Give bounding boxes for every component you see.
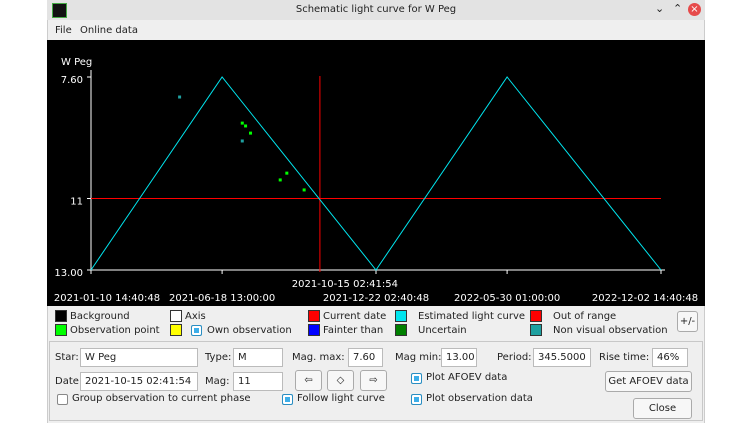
get-afoev-button[interactable]: Get AFOEV data: [605, 371, 692, 392]
legend-swatch: [530, 310, 542, 322]
app-icon: [52, 3, 67, 18]
text-input[interactable]: 11: [233, 372, 283, 391]
legend-swatch: [170, 324, 182, 336]
x-tick-label: 2021-01-10 14:40:48: [54, 293, 160, 304]
x-tick-label: 2022-12-02 14:40:48: [592, 293, 698, 304]
observation-point: [178, 95, 182, 99]
field-label: Type:: [205, 352, 232, 363]
observation-point: [240, 121, 244, 125]
legend-swatch: [170, 310, 182, 322]
next-button[interactable]: ⇨: [360, 370, 387, 391]
legend-label: Own observation: [207, 325, 292, 336]
observation-point: [244, 124, 248, 128]
field-label: Rise time:: [599, 352, 650, 363]
x-tick-label: 2021-06-18 13:00:00: [169, 293, 275, 304]
x-tick-label: 2022-05-30 01:00:00: [454, 293, 560, 304]
text-input[interactable]: 46%: [652, 348, 688, 367]
field-label: Date:: [55, 376, 83, 387]
form-panel: [49, 341, 703, 421]
text-input[interactable]: 345.5000: [533, 348, 591, 367]
chart: W Peg 7.60 11 13.00 2021-01-10 14:40:48 2021-…: [47, 40, 705, 306]
legend-swatch: [530, 324, 542, 336]
legend-label: Out of range: [553, 311, 617, 322]
close-button[interactable]: Close: [633, 398, 692, 419]
legend-swatch: [395, 310, 407, 322]
field-label: Period:: [497, 352, 532, 363]
legend-label: Observation point: [70, 325, 160, 336]
legend-swatch: [308, 324, 320, 336]
checkbox-label[interactable]: Group observation to current phase: [72, 393, 251, 404]
maximize[interactable]: ⌃: [673, 2, 683, 15]
y-tick-label: 11: [70, 197, 83, 208]
legend-swatch: [55, 324, 67, 336]
observation-point: [285, 171, 289, 175]
observation-point: [302, 188, 306, 192]
legend-label: Non visual observation: [553, 325, 668, 336]
observation-point: [240, 139, 244, 143]
observation-point: [249, 131, 253, 135]
field-label: Mag min:: [395, 352, 442, 363]
title-bar: [47, 0, 705, 20]
current-date-label: 2021-10-15 02:41:54: [292, 279, 398, 290]
checkbox[interactable]: [57, 394, 68, 405]
text-input[interactable]: M: [233, 348, 283, 367]
prev-button[interactable]: ⇦: [295, 370, 322, 391]
y-tick-label: 7.60: [61, 75, 83, 86]
checkbox-label[interactable]: Follow light curve: [297, 393, 385, 404]
minimize[interactable]: ⌄: [655, 2, 665, 15]
menu-item[interactable]: File: [55, 25, 72, 36]
legend-label: Fainter than: [323, 325, 384, 336]
legend-label: Background: [70, 311, 130, 322]
observation-point: [278, 178, 282, 182]
text-input[interactable]: W Peg: [80, 348, 198, 367]
checkbox[interactable]: [411, 394, 422, 405]
light-curve: [90, 76, 662, 271]
y-axis-label: W Peg: [61, 57, 92, 68]
center-button[interactable]: ◇: [327, 370, 354, 391]
legend: Background Axis Current date Estimated ligh…: [47, 306, 705, 340]
toggle-button[interactable]: +/-: [677, 311, 698, 332]
checkbox-label[interactable]: Plot AFOEV data: [426, 372, 508, 383]
field-label: Mag:: [205, 376, 230, 387]
text-input[interactable]: 7.60: [348, 348, 383, 367]
legend-swatch: [308, 310, 320, 322]
x-tick-label: 2021-12-22 02:40:48: [323, 293, 429, 304]
window-title: Schematic light curve for W Peg: [295, 4, 457, 15]
legend-label: Uncertain: [418, 325, 467, 336]
plot-background: [47, 40, 705, 306]
checkbox-label[interactable]: Plot observation data: [426, 393, 533, 404]
legend-swatch: [55, 310, 67, 322]
field-label: Star:: [55, 352, 79, 363]
text-input[interactable]: 13.00: [441, 348, 477, 367]
legend-checkbox[interactable]: [191, 325, 202, 336]
checkbox[interactable]: [282, 394, 293, 405]
menu-item[interactable]: Online data: [80, 25, 138, 36]
legend-swatch: [395, 324, 407, 336]
field-label: Mag. max:: [292, 352, 345, 363]
legend-label: Axis: [185, 311, 206, 322]
legend-label: Estimated light curve: [418, 311, 526, 322]
y-tick-label: 13.00: [54, 268, 83, 279]
legend-label: Current date: [323, 311, 387, 322]
text-input[interactable]: 2021-10-15 02:41:54: [80, 372, 198, 391]
checkbox[interactable]: [411, 373, 422, 384]
close-window[interactable]: ×: [688, 3, 701, 16]
